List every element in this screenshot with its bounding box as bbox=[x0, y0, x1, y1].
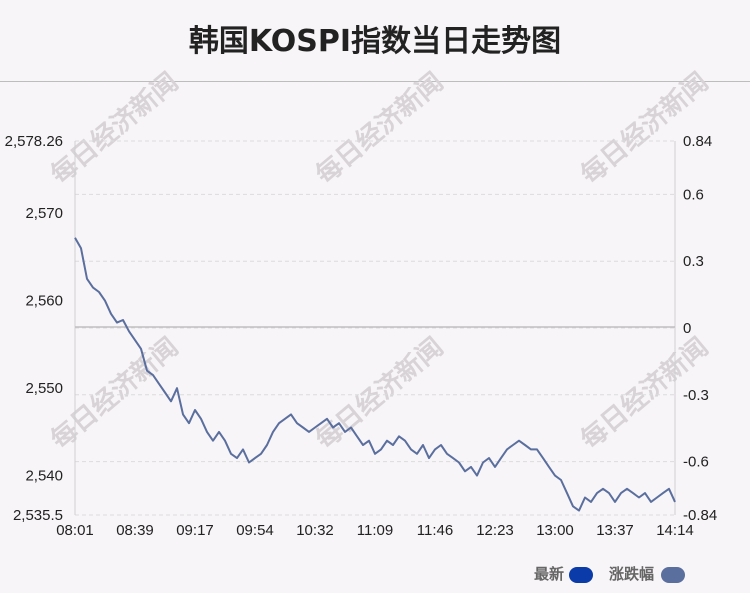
legend-change-swatch bbox=[661, 567, 685, 583]
y-left-tick-label: 2,540 bbox=[25, 468, 63, 485]
x-axis-ticks: 08:01 08:39 09:17 09:54 10:32 11:09 11:46 12:23… bbox=[56, 522, 694, 539]
x-tick-label: 11:09 bbox=[357, 522, 393, 539]
y-right-tick-label: 0.6 bbox=[683, 186, 704, 203]
y-left-tick-label: 2,550 bbox=[25, 380, 63, 397]
x-tick-label: 09:17 bbox=[176, 522, 214, 539]
x-tick-label: 10:32 bbox=[296, 522, 334, 539]
x-tick-label: 08:39 bbox=[116, 522, 154, 539]
y-right-tick-label: -0.6 bbox=[683, 454, 709, 471]
x-tick-label: 11:46 bbox=[417, 522, 453, 539]
x-tick-label: 13:37 bbox=[596, 522, 634, 539]
title-divider bbox=[0, 81, 750, 82]
legend: 最新 涨跌幅 bbox=[534, 565, 685, 583]
grid-lines bbox=[75, 140, 675, 516]
y-right-tick-label: 0.3 bbox=[683, 253, 704, 270]
y-left-tick-label: 2,570 bbox=[25, 205, 63, 222]
series-line-latest bbox=[74, 237, 676, 512]
watermark-text: 每日经济新闻 bbox=[310, 331, 449, 455]
x-tick-label: 08:01 bbox=[56, 522, 94, 539]
legend-latest-swatch bbox=[569, 567, 593, 583]
y-left-axis-ticks: 2,578.26 2,570 2,560 2,550 2,540 2,535.5 bbox=[5, 133, 63, 524]
chart-title: 韩国KOSPI指数当日走势图 bbox=[188, 24, 562, 59]
y-left-tick-label: 2,578.26 bbox=[5, 133, 63, 150]
y-right-tick-label: -0.84 bbox=[683, 507, 717, 524]
watermark-text: 每日经济新闻 bbox=[575, 66, 714, 190]
x-tick-label: 13:00 bbox=[536, 522, 574, 539]
y-left-tick-label: 2,560 bbox=[25, 293, 63, 310]
y-right-axis-ticks: 0.84 0.6 0.3 0 -0.3 -0.6 -0.84 bbox=[683, 133, 717, 524]
legend-change-label: 涨跌幅 bbox=[609, 565, 654, 583]
watermark-text: 每日经济新闻 bbox=[45, 66, 184, 190]
watermark-text: 每日经济新闻 bbox=[310, 66, 449, 190]
watermark-text: 每日经济新闻 bbox=[45, 331, 184, 455]
y-right-tick-label: 0 bbox=[683, 320, 691, 337]
x-tick-label: 14:14 bbox=[656, 522, 694, 539]
legend-latest-label: 最新 bbox=[534, 565, 564, 583]
y-left-tick-label: 2,535.5 bbox=[13, 507, 63, 524]
x-tick-label: 09:54 bbox=[236, 522, 274, 539]
y-right-tick-label: -0.3 bbox=[683, 387, 709, 404]
x-tick-label: 12:23 bbox=[476, 522, 514, 539]
y-right-tick-label: 0.84 bbox=[683, 133, 712, 150]
